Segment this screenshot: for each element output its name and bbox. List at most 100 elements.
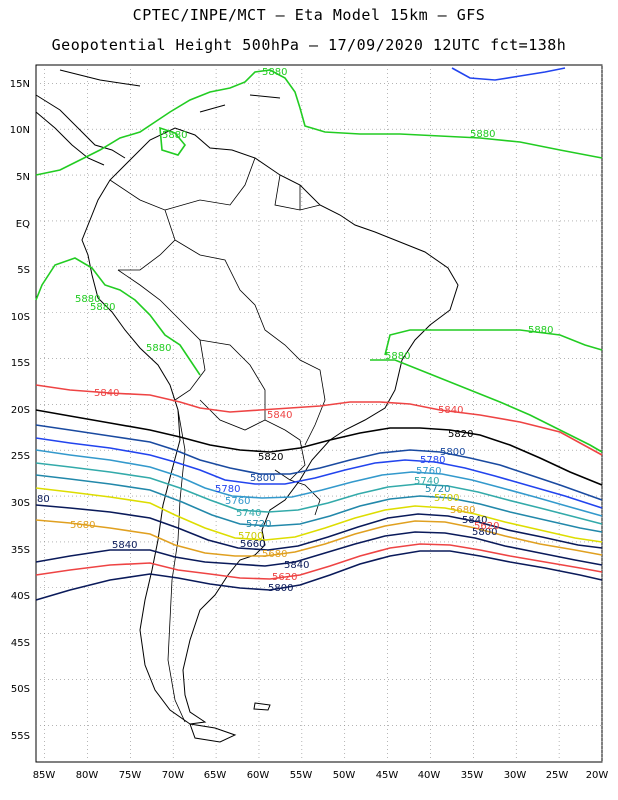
contour-5840-navy: [35, 531, 603, 567]
contour-5820-a: [35, 409, 603, 486]
label-5800-1: 5800: [250, 473, 275, 484]
label-5800-4: 5800: [472, 527, 497, 538]
contour-5880-north: [35, 69, 603, 176]
caribbean-coast: [59, 69, 281, 113]
lat-label-eq: EQ: [16, 219, 30, 230]
label-5620-2: 5620: [474, 521, 499, 532]
contour-5880-east2: [370, 359, 603, 453]
lon-label-35w: 35W: [461, 770, 484, 781]
label-5680-2: 5680: [262, 549, 287, 560]
lon-label-70w: 70W: [162, 770, 185, 781]
label-extra-80: 80: [37, 494, 50, 505]
lon-label-60w: 60W: [247, 770, 270, 781]
lon-label-65w: 65W: [204, 770, 227, 781]
coastlines: [35, 69, 459, 743]
lat-label-15n: 15N: [10, 79, 30, 90]
label-5780-1: 5780: [215, 484, 240, 495]
label-5660-1: 5660: [240, 539, 265, 550]
label-5760-2: 5760: [416, 466, 441, 477]
label-5880-1: 5880: [262, 67, 287, 78]
label-5680-3: 5680: [450, 505, 475, 516]
tierra-del-fuego: [189, 702, 271, 743]
lon-label-75w: 75W: [119, 770, 142, 781]
lon-label-20w: 20W: [586, 770, 609, 781]
label-5880-6: 5880: [146, 343, 171, 354]
border-paraguay: [264, 419, 306, 481]
label-5820-2: 5820: [448, 429, 473, 440]
contour-top-blue: [451, 67, 566, 81]
contour-lines: [35, 67, 603, 601]
label-5840-lower-3: 5840: [462, 515, 487, 526]
label-5720-2: 5720: [425, 484, 450, 495]
contour-5620-red: [35, 543, 603, 580]
map-title-line1: CPTEC/INPE/MCT – Eta Model 15km – GFS: [132, 6, 486, 24]
label-5800-2: 5800: [440, 447, 465, 458]
contour-5800-a: [35, 424, 603, 501]
border-venezuela: [164, 157, 256, 211]
border-bolivia: [199, 339, 266, 431]
label-5880-7: 5880: [528, 325, 553, 336]
label-5700-1: 5700: [238, 531, 263, 542]
label-5840-lower-1: 5840: [112, 540, 137, 551]
contour-5880-small: [159, 126, 187, 156]
lon-label-80w: 80W: [76, 770, 99, 781]
label-5840-2: 5840: [267, 410, 292, 421]
contour-5600-navy: [35, 550, 603, 601]
contour-labels: 5880 5880 5880 5880 5880 5880 5880 5880 …: [37, 67, 553, 594]
contour-5780-a: [35, 437, 603, 509]
label-5840-lower-2: 5840: [284, 560, 309, 571]
label-5620-1: 5620: [272, 572, 297, 583]
lat-label-15s: 15S: [11, 358, 30, 369]
contour-5720-a: [35, 474, 603, 533]
lon-label-40w: 40W: [418, 770, 441, 781]
label-5880-3: 5880: [470, 129, 495, 140]
lon-label-30w: 30W: [504, 770, 527, 781]
lon-label-50w: 50W: [333, 770, 356, 781]
lat-label-25s: 25S: [11, 451, 30, 462]
border-peru: [117, 269, 206, 401]
lat-label-10s: 10S: [11, 312, 30, 323]
lon-label-45w: 45W: [376, 770, 399, 781]
label-5880-2: 5880: [162, 130, 187, 141]
label-5740-2: 5740: [414, 476, 439, 487]
label-5760-1: 5760: [225, 496, 250, 507]
contour-5880-east: [384, 329, 603, 356]
label-5840-1: 5840: [94, 388, 119, 399]
south-america-coast: [81, 127, 459, 725]
country-borders: [109, 157, 326, 723]
label-5680-1: 5680: [70, 520, 95, 531]
lon-axis: 85W 80W 75W 70W 65W 60W 55W 50W 45W 40W …: [33, 770, 609, 781]
lat-label-35s: 35S: [11, 545, 30, 556]
label-5780-2: 5780: [420, 455, 445, 466]
contour-5880-west: [35, 257, 201, 376]
lat-label-10n: 10N: [10, 125, 30, 136]
label-5880-5: 5880: [90, 302, 115, 313]
label-5880-4: 5880: [75, 294, 100, 305]
lat-label-55s: 55S: [11, 731, 30, 742]
label-5800-3: 5800: [268, 583, 293, 594]
lon-label-85w: 85W: [33, 770, 56, 781]
label-5840-3: 5840: [438, 405, 463, 416]
central-america-coast: [35, 94, 126, 166]
label-5880-8: 5880: [385, 351, 410, 362]
lat-label-30s: 30S: [11, 498, 30, 509]
label-5820-1: 5820: [258, 452, 283, 463]
lat-label-20s: 20S: [11, 405, 30, 416]
map-title-line2: Geopotential Height 500hPa – 17/09/2020 …: [51, 36, 567, 54]
label-5740-1: 5740: [236, 508, 261, 519]
border-argentina-chile: [167, 409, 186, 723]
contour-5700-a: [35, 487, 603, 543]
lat-label-5s: 5S: [17, 265, 30, 276]
lat-label-50s: 50S: [11, 684, 30, 695]
contour-5740-a: [35, 462, 603, 525]
contour-5760-a: [35, 449, 603, 517]
lat-label-40s: 40S: [11, 591, 30, 602]
lat-label-45s: 45S: [11, 638, 30, 649]
lat-axis: 15N 10N 5N EQ 5S 10S 15S 20S 25S 30S 35S…: [10, 79, 30, 742]
lat-label-5n: 5N: [16, 172, 30, 183]
contour-5840-a: [35, 384, 603, 456]
label-5700-2: 5700: [434, 493, 459, 504]
border-brazil-west: [174, 239, 326, 446]
lon-label-55w: 55W: [290, 770, 313, 781]
